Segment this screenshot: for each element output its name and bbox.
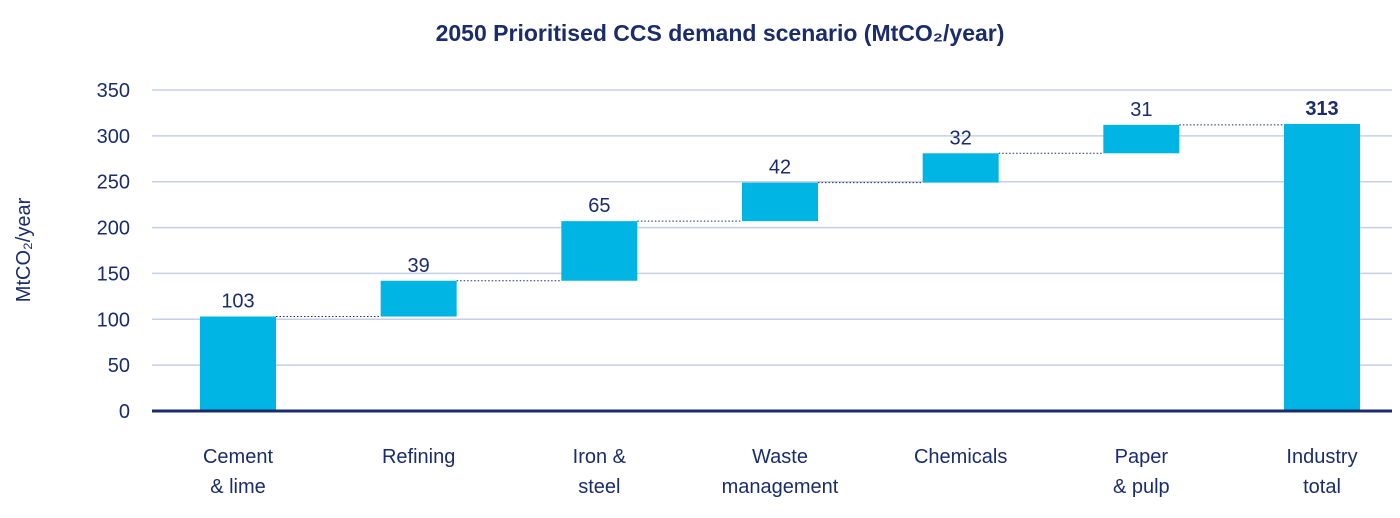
bar [561,221,638,281]
category-labels: Cement & lime Refining Iron & steel Waste mana… [203,446,1358,498]
value-label: 32 [950,127,972,149]
category-label: Industry total [1286,446,1357,498]
category-label: Waste management [722,446,839,498]
bar [380,280,457,317]
y-axis-label: MtCO₂/year [13,197,35,302]
category-label: Chemicals [914,446,1007,468]
value-label: 103 [221,291,254,313]
y-tick-label: 150 [97,263,130,285]
bar [742,182,818,222]
value-label: 39 [408,255,430,277]
category-label: Refining [382,446,455,468]
category-label: Cement & lime [203,446,273,498]
value-label: 313 [1305,98,1338,120]
gridlines [152,89,1392,366]
y-tick-label: 0 [119,401,130,423]
y-tick-label: 250 [97,172,130,194]
chart-title: 2050 Prioritised CCS demand scenario (Mt… [435,20,1005,46]
value-labels: 103 39 65 42 32 31 313 [221,98,1338,313]
y-tick-labels: 0 50 100 150 200 250 300 350 [97,80,130,423]
category-label: Iron & steel [573,446,627,498]
value-label: 42 [769,157,791,179]
value-label: 65 [588,195,610,217]
bar [1284,123,1360,411]
y-tick-label: 300 [97,126,130,148]
category-label: Paper & pulp [1113,446,1170,498]
bar [922,153,999,183]
bars [200,123,1360,411]
bar [1103,124,1180,154]
y-tick-label: 200 [97,218,130,240]
y-tick-label: 50 [108,355,130,377]
bar [200,316,276,411]
y-tick-label: 350 [97,80,130,102]
value-label: 31 [1130,99,1152,121]
y-tick-label: 100 [97,309,130,331]
